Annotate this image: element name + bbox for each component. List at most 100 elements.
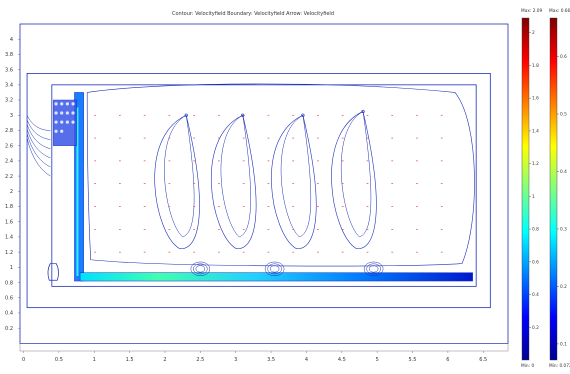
contour-inlet-plume (26, 138, 51, 177)
y-tick-label: 2 (10, 189, 13, 195)
contour-vortex-core (184, 113, 188, 117)
colorbar-max-label: Max: 2.09 (521, 8, 543, 14)
colorbar-min-label: Min: 0.0720 (549, 363, 570, 369)
chart-title: Contour: Velocityfield Boundary: Velocit… (172, 11, 334, 17)
colorbar-tick-label: 0.1 (560, 341, 567, 347)
plenum-eddy (54, 111, 58, 115)
contour-inlet-plume (26, 128, 51, 159)
colorbar-min-label: Min: 0 (521, 363, 534, 369)
colorbar-tick-label: 0.5 (560, 111, 567, 117)
y-tick-label: 1.2 (5, 250, 13, 256)
contour-outlet-swirl (267, 263, 282, 275)
x-tick-label: 2.5 (196, 357, 204, 363)
contour-cell-inner (220, 115, 251, 238)
x-tick-label: 4 (305, 357, 308, 363)
contour-inlet-plume (26, 124, 51, 149)
colorbar-tick-label: 1.2 (532, 161, 539, 167)
x-tick-label: 6.5 (479, 357, 487, 363)
y-tick-label: 3.8 (5, 52, 13, 58)
colorbar-tick-label: 0.6 (532, 259, 539, 265)
colorbar-tick-label: 0.3 (560, 226, 567, 232)
y-tick-label: 0.4 (5, 311, 13, 317)
room-geometry (19, 23, 509, 344)
contour-cell-inner (340, 111, 372, 238)
contour-inlet-plume (26, 115, 51, 131)
y-axis: 0.2 0.4 0.6 0.8 1 1.2 1.4 1.6 1.8 2 2.2 2.4 2.6 2.8 3 3… (5, 37, 20, 332)
plenum-eddy (60, 120, 64, 124)
colorbar-tick-label: 1.8 (532, 63, 539, 69)
plenum-eddy (71, 102, 75, 106)
contour-outlet-swirl (368, 265, 379, 273)
y-tick-label: 1 (10, 265, 13, 271)
x-tick-label: 3 (234, 357, 237, 363)
plenum-eddy (71, 111, 75, 115)
colorbar-tick-label: 0.4 (560, 169, 567, 175)
y-tick-label: 0.8 (5, 280, 13, 286)
contour-cell-inner (164, 115, 195, 238)
colorbar-tick-label: 2 (532, 30, 535, 36)
contour-lines (26, 83, 475, 277)
x-tick-label: 0.5 (55, 357, 63, 363)
y-tick-label: 2.6 (5, 143, 13, 149)
plenum-eddy (65, 120, 69, 124)
y-tick-label: 3.6 (5, 67, 13, 73)
colorbar-tick-label: 0.4 (532, 292, 539, 298)
y-tick-label: 3.2 (5, 98, 13, 104)
plenum-eddy (54, 129, 58, 133)
x-tick-label: 2 (163, 357, 166, 363)
y-tick-label: 1.4 (5, 235, 13, 241)
x-tick-label: 5 (376, 357, 379, 363)
contour-outlet-swirl (363, 261, 384, 277)
contour-cell (211, 114, 257, 249)
contour-inlet-plume (26, 133, 51, 168)
y-tick-label: 2.8 (5, 128, 13, 134)
plenum-eddy (65, 102, 69, 106)
plenum-eddy (54, 120, 58, 124)
contour-outlet-swirl (195, 265, 206, 273)
floor-duct (79, 272, 473, 282)
contour-cell (271, 114, 317, 249)
contour-cell-inner (280, 115, 312, 238)
contour-outlet-swirl (190, 261, 211, 277)
y-tick-label: 2.2 (5, 174, 13, 180)
colorbar-arrow (549, 17, 558, 361)
x-tick-label: 0 (22, 357, 25, 363)
plenum-eddy (60, 102, 64, 106)
colorbar-tick-label: 0.2 (532, 325, 539, 331)
plenum-eddy (60, 129, 64, 133)
y-tick-label: 3 (10, 113, 13, 119)
plenum-eddy (60, 111, 64, 115)
x-tick-label: 5.5 (409, 357, 417, 363)
contour-outlet-swirl (366, 263, 381, 275)
colorbar-tick-label: 1 (532, 194, 535, 200)
room-inner-wall (51, 84, 477, 287)
contour-outlet-swirl (193, 263, 208, 275)
y-tick-label: 3.4 (5, 83, 13, 89)
contour-vortex-core (361, 109, 365, 114)
colorbar-max-label: Max: 0.667 (549, 8, 570, 14)
domain-boundary (19, 23, 509, 344)
colorbars: Max: 2.09 Min: 0 0.2 0.4 0.6 0.8 1 1.2 1.4 1.6 1.8… (521, 8, 570, 369)
colorbar-tick-label: 1.6 (532, 96, 539, 102)
y-tick-label: 4 (10, 37, 13, 43)
x-tick-label: 1.5 (126, 357, 134, 363)
contour-vortex-core (301, 113, 305, 117)
plenum-eddy (71, 120, 75, 124)
contour-outlet-swirl (269, 265, 280, 273)
contour-outlet-swirl (264, 261, 285, 277)
x-tick-label: 6 (446, 357, 449, 363)
velocity-arrows (94, 114, 443, 253)
supply-riser (74, 92, 84, 282)
y-tick-label: 1.8 (5, 204, 13, 210)
inlet-plenum (52, 99, 77, 146)
vase-outline (47, 263, 59, 281)
x-tick-label: 1 (93, 357, 96, 363)
x-axis: 0 0.5 1 1.5 2 2.5 3 3.5 4 4.5 5 5.5 6 6.5 (22, 351, 487, 363)
colorbar-tick-label: 0.2 (560, 284, 567, 290)
contour-cell (154, 114, 200, 249)
room-outer-wall (26, 73, 491, 309)
y-tick-label: 0.2 (5, 326, 13, 332)
x-tick-label: 4.5 (338, 357, 346, 363)
